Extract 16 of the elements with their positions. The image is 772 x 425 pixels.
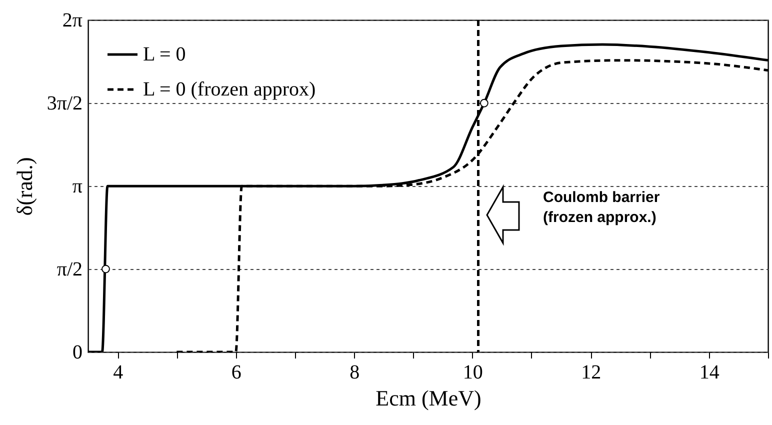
y-tick-label: π	[72, 175, 82, 198]
legend-label: L = 0	[143, 44, 186, 66]
y-axis-title: δ(rad.)	[12, 157, 37, 216]
x-tick-label: 12	[581, 362, 602, 384]
y-tick-label: π/2	[56, 258, 82, 280]
x-tick-label: 4	[113, 362, 124, 384]
x-tick-label: 8	[350, 362, 360, 384]
y-tick-label: 3π/2	[46, 92, 82, 115]
x-tick-label: 10	[462, 362, 483, 384]
legend-label: L = 0 (frozen approx)	[143, 78, 316, 100]
y-tick-label: 2π	[62, 10, 82, 32]
y-tick-label: 0	[72, 342, 82, 364]
x-tick-label: 6	[231, 362, 242, 384]
x-axis-title: Ecm (MeV)	[376, 386, 482, 410]
annotation: Coulomb barrier (frozen approx.)	[543, 189, 660, 226]
x-tick-label: 14	[699, 362, 720, 384]
